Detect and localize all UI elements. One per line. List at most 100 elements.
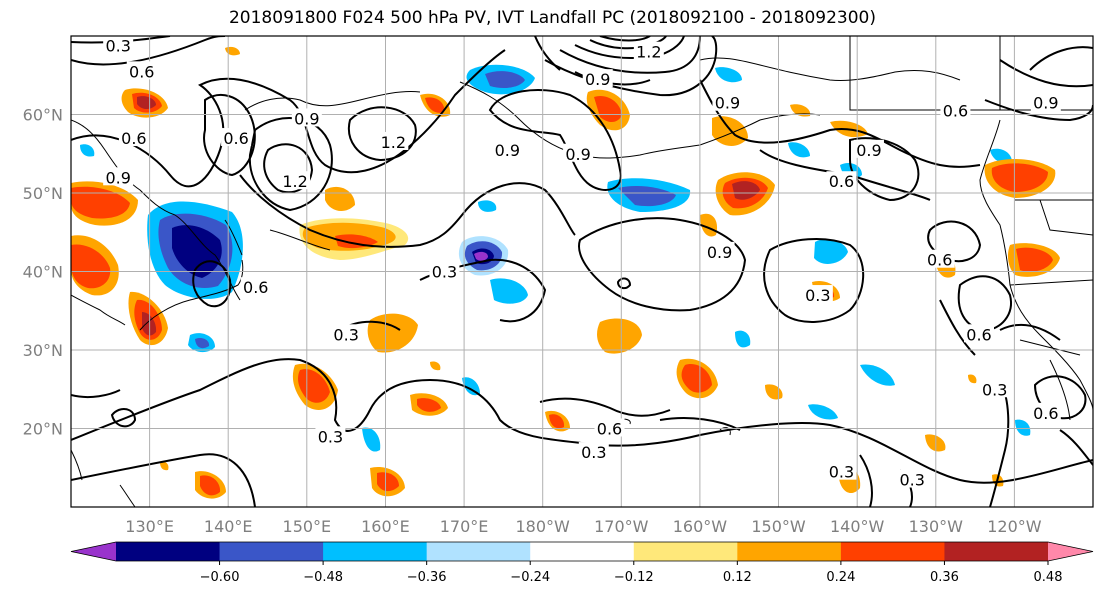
contour-label-bg <box>118 128 149 147</box>
colorbar-tick-labels: −0.60 −0.48 −0.36 −0.24 −0.12 0.12 0.24 0.36 0.4… <box>200 561 1063 585</box>
map-title: 2018091800 F024 500 hPa PV, IVT Landfall… <box>228 8 876 28</box>
lon-tick-label: 180°W <box>516 517 571 536</box>
contour-label: 0.3 <box>105 36 130 55</box>
contour-label: 0.6 <box>943 102 968 121</box>
lat-tick-label: 50°N <box>23 184 63 203</box>
contour-label: 0.3 <box>318 427 343 446</box>
contour-label-bg <box>126 61 157 80</box>
contour-label: 1.2 <box>381 133 406 152</box>
contour-label-bg <box>826 461 857 480</box>
colorbar-outline <box>70 541 1094 562</box>
contour-labels: 0.30.60.60.90.60.91.21.20.60.30.9 0.91.20… <box>103 36 1061 490</box>
contour-label-bg <box>315 426 346 445</box>
contour-label-bg <box>712 92 743 111</box>
contour-label: 0.6 <box>223 129 248 148</box>
contour-label: 0.9 <box>707 243 732 262</box>
plot-area: 0.30.60.60.90.60.91.21.20.60.30.9 0.91.20… <box>70 35 1094 508</box>
contour-label-bg <box>240 277 271 296</box>
lon-tick-label: 160°E <box>361 517 410 536</box>
contour-label-bg <box>1030 92 1061 111</box>
contour-label-bg <box>897 469 928 488</box>
contour-label: 0.9 <box>105 168 130 187</box>
contour-label: 0.6 <box>829 172 854 191</box>
colorbar-swatch <box>633 542 738 561</box>
colorbar <box>70 541 1094 562</box>
contour-label: 0.3 <box>805 286 830 305</box>
contour-label: 0.9 <box>1033 94 1058 113</box>
colorbar-swatch <box>219 542 324 561</box>
contour-label: 0.9 <box>856 141 881 160</box>
lat-tick-label: 30°N <box>23 341 63 360</box>
contour-label: 0.6 <box>966 325 991 344</box>
plot-frame <box>70 35 1094 508</box>
contour-label: 0.6 <box>243 278 268 297</box>
contour-label-bg <box>853 139 884 158</box>
contour-label: 0.3 <box>581 443 606 462</box>
contour-label: 0.9 <box>585 70 610 89</box>
longitude-axis: 130°E 140°E 150°E 160°E 170°E 180°W 170°W 160°W… <box>125 517 1041 536</box>
contour-label-bg <box>802 285 833 304</box>
contour-label: 0.9 <box>715 94 740 113</box>
contour-label-bg <box>103 167 134 186</box>
contour-label: 0.6 <box>597 420 622 439</box>
contour-label-bg <box>563 143 594 162</box>
colorbar-tick-label: −0.24 <box>510 570 550 585</box>
lon-tick-label: 160°W <box>673 517 728 536</box>
contour-label-bg <box>1030 402 1061 421</box>
contour-label-bg <box>221 128 252 147</box>
lon-tick-label: 130°W <box>909 517 964 536</box>
lon-tick-label: 170°E <box>440 517 489 536</box>
colorbar-tick-label: −0.36 <box>407 570 447 585</box>
contour-label-bg <box>103 36 134 54</box>
colorbar-swatch <box>840 542 945 561</box>
contour-label: 0.6 <box>927 251 952 270</box>
contour-label-bg <box>940 100 971 119</box>
contour-label: 0.3 <box>432 263 457 282</box>
contour-label: 0.6 <box>121 129 146 148</box>
contour-label: 0.9 <box>495 141 520 160</box>
contour-label-bg <box>291 108 322 127</box>
colorbar-tick-label: −0.12 <box>614 570 654 585</box>
contour-label-bg <box>429 261 460 280</box>
colorbar-swatch <box>1048 542 1093 561</box>
contour-label-bg <box>582 69 613 88</box>
colorbar-tick-label: 0.48 <box>1034 570 1063 585</box>
contour-label: 0.3 <box>333 325 358 344</box>
contour-label: 0.9 <box>565 145 590 164</box>
colorbar-tick-label: 0.12 <box>723 570 752 585</box>
contour-label: 0.9 <box>294 109 319 128</box>
contour-label: 0.3 <box>829 463 854 482</box>
lon-tick-label: 120°W <box>987 517 1042 536</box>
contour-label: 1.2 <box>636 43 661 62</box>
colorbar-swatch <box>737 542 842 561</box>
contour-label: 1.2 <box>282 172 307 191</box>
contour-label-bg <box>979 379 1010 398</box>
contour-label-bg <box>704 241 735 260</box>
lat-tick-label: 60°N <box>23 106 63 125</box>
lat-tick-label: 20°N <box>23 420 63 439</box>
colorbar-tick-label: −0.48 <box>303 570 343 585</box>
colorbar-tick-label: 0.36 <box>930 570 959 585</box>
latitude-axis: 20°N 30°N 40°N 50°N 60°N <box>23 106 63 439</box>
colorbar-tick-label: −0.60 <box>200 570 240 585</box>
contour-label-bg <box>964 324 995 343</box>
contour-label: 0.3 <box>982 380 1007 399</box>
contour-label-bg <box>578 442 609 461</box>
contour-label-bg <box>633 41 664 60</box>
lon-tick-label: 140°E <box>204 517 253 536</box>
colorbar-swatch <box>116 542 221 561</box>
colorbar-swatch <box>530 542 635 561</box>
lon-tick-label: 150°W <box>751 517 806 536</box>
colorbar-swatch <box>944 542 1049 561</box>
colorbar-tick-label: 0.24 <box>826 570 855 585</box>
contour-label-bg <box>594 418 625 437</box>
colorbar-swatch <box>71 542 116 561</box>
lon-tick-label: 130°E <box>125 517 174 536</box>
lat-tick-label: 40°N <box>23 263 63 282</box>
lon-tick-label: 150°E <box>283 517 332 536</box>
contour-label: 0.6 <box>129 62 154 81</box>
contour-label-bg <box>378 131 409 150</box>
contour-label-bg <box>331 324 362 343</box>
contour-label-bg <box>826 171 857 190</box>
